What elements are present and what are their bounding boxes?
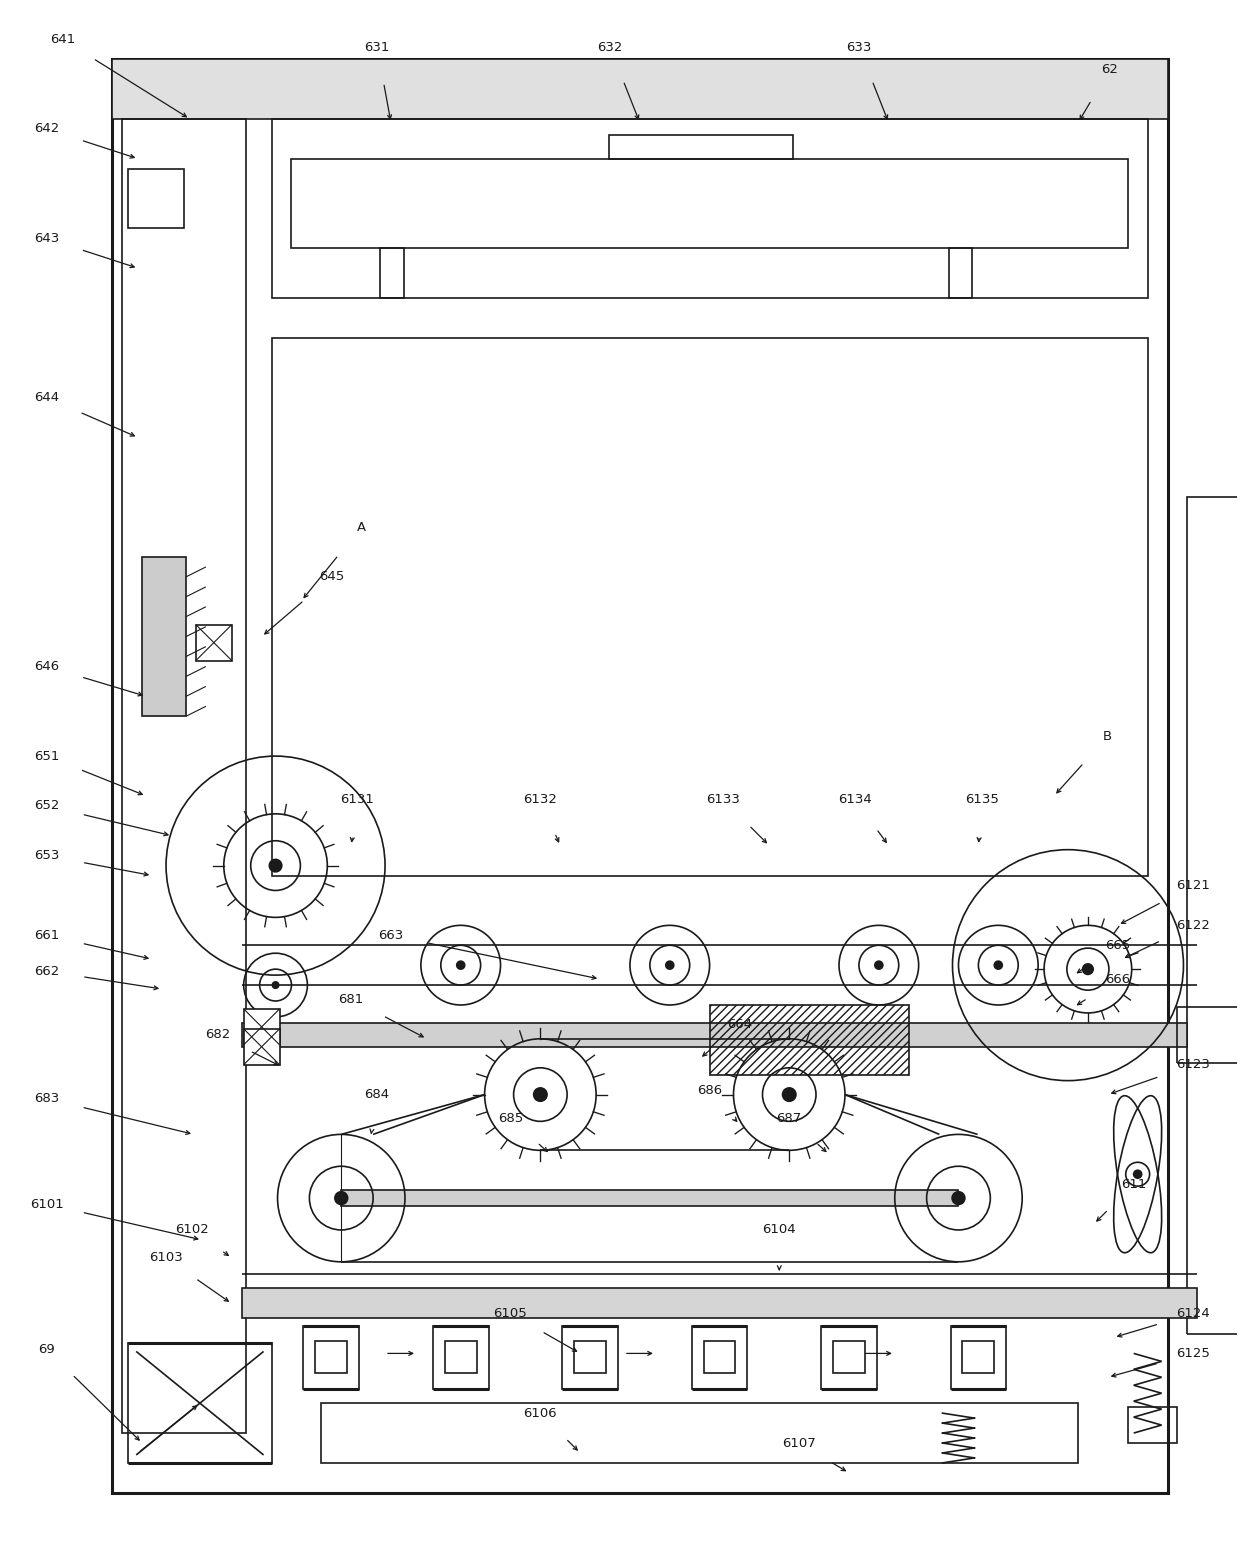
- Text: 661: 661: [33, 929, 60, 941]
- Circle shape: [1083, 963, 1094, 974]
- Text: 69: 69: [38, 1343, 55, 1355]
- Text: 6101: 6101: [30, 1198, 63, 1211]
- Bar: [272, 118, 1148, 299]
- Text: 6134: 6134: [838, 794, 872, 806]
- Text: 6125: 6125: [1177, 1347, 1210, 1360]
- Bar: [113, 59, 1168, 118]
- Circle shape: [994, 962, 1002, 969]
- Bar: [291, 159, 1127, 249]
- Text: 662: 662: [33, 965, 60, 977]
- Text: 664: 664: [727, 1018, 751, 1032]
- Bar: [709, 1005, 909, 1075]
- Text: 652: 652: [33, 800, 60, 812]
- Text: 6132: 6132: [523, 794, 557, 806]
- Bar: [143, 557, 186, 716]
- Text: 685: 685: [498, 1113, 523, 1125]
- Text: 633: 633: [846, 40, 872, 54]
- Text: B: B: [1104, 730, 1112, 742]
- Bar: [609, 135, 794, 159]
- Text: 6104: 6104: [763, 1223, 796, 1237]
- Text: 6107: 6107: [782, 1436, 816, 1450]
- Bar: [244, 1029, 279, 1064]
- Bar: [962, 1341, 994, 1374]
- Bar: [949, 249, 972, 299]
- Text: 666: 666: [1105, 972, 1131, 985]
- Text: 687: 687: [776, 1113, 802, 1125]
- Text: 6103: 6103: [149, 1251, 184, 1265]
- Text: 641: 641: [50, 33, 76, 45]
- Text: 6122: 6122: [1177, 920, 1210, 932]
- Bar: [242, 1288, 1198, 1318]
- Bar: [128, 1343, 272, 1463]
- Bar: [341, 1190, 959, 1206]
- Bar: [692, 1326, 748, 1390]
- Text: 6102: 6102: [175, 1223, 208, 1237]
- Bar: [128, 168, 184, 229]
- Text: 684: 684: [365, 1088, 389, 1102]
- Bar: [1127, 1407, 1178, 1442]
- Bar: [123, 118, 246, 1433]
- Circle shape: [269, 859, 281, 871]
- Bar: [574, 1341, 606, 1374]
- Text: A: A: [357, 521, 366, 534]
- Bar: [445, 1341, 476, 1374]
- Bar: [951, 1326, 1007, 1390]
- Bar: [242, 1022, 1188, 1047]
- Circle shape: [875, 962, 883, 969]
- Bar: [304, 1326, 360, 1390]
- Text: 645: 645: [319, 571, 343, 584]
- Bar: [1178, 1007, 1240, 1063]
- Bar: [321, 1404, 1078, 1463]
- Text: 6105: 6105: [494, 1307, 527, 1319]
- Text: 665: 665: [1105, 938, 1131, 952]
- Text: 644: 644: [33, 391, 60, 405]
- Circle shape: [335, 1192, 347, 1204]
- Text: 6135: 6135: [966, 794, 999, 806]
- Circle shape: [456, 962, 465, 969]
- Text: 6121: 6121: [1177, 879, 1210, 892]
- Bar: [1188, 498, 1240, 1333]
- Text: 62: 62: [1101, 62, 1118, 76]
- Text: 6131: 6131: [340, 794, 374, 806]
- Circle shape: [952, 1192, 965, 1204]
- Text: 611: 611: [1121, 1178, 1146, 1190]
- Text: 682: 682: [205, 1029, 231, 1041]
- Bar: [315, 1341, 347, 1374]
- Text: 6124: 6124: [1177, 1307, 1210, 1319]
- Circle shape: [782, 1088, 796, 1102]
- Text: 651: 651: [33, 750, 60, 762]
- Bar: [113, 59, 1168, 1492]
- Text: 686: 686: [697, 1085, 722, 1097]
- Text: 646: 646: [33, 660, 60, 674]
- Text: 6123: 6123: [1177, 1058, 1210, 1071]
- Text: 683: 683: [33, 1092, 60, 1105]
- Text: 663: 663: [378, 929, 404, 941]
- Circle shape: [1133, 1170, 1142, 1178]
- Bar: [196, 624, 232, 661]
- Bar: [821, 1326, 877, 1390]
- Circle shape: [273, 982, 279, 988]
- Text: 653: 653: [33, 850, 60, 862]
- Circle shape: [666, 962, 673, 969]
- Text: 681: 681: [339, 993, 363, 1005]
- Text: 6106: 6106: [523, 1407, 557, 1419]
- Bar: [379, 249, 404, 299]
- Bar: [433, 1326, 489, 1390]
- Text: 642: 642: [33, 123, 60, 135]
- Text: 643: 643: [33, 232, 60, 244]
- Bar: [244, 1008, 279, 1044]
- Bar: [833, 1341, 864, 1374]
- Bar: [703, 1341, 735, 1374]
- Text: 632: 632: [598, 40, 622, 54]
- Bar: [272, 338, 1148, 876]
- Circle shape: [533, 1088, 547, 1102]
- Bar: [562, 1326, 618, 1390]
- Text: 631: 631: [365, 40, 389, 54]
- Text: 6133: 6133: [707, 794, 740, 806]
